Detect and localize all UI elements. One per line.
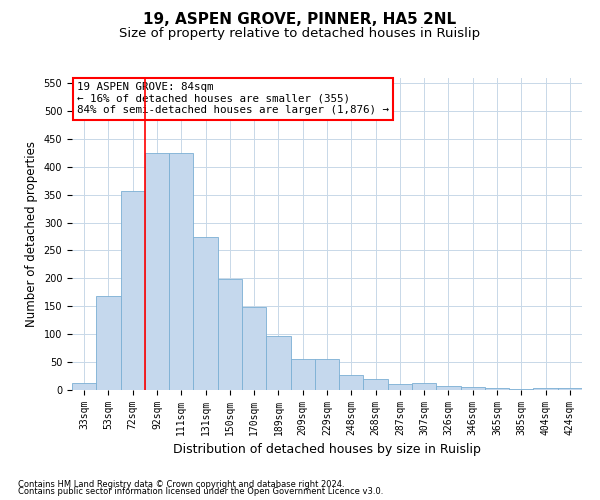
Bar — [145, 154, 169, 390]
X-axis label: Distribution of detached houses by size in Ruislip: Distribution of detached houses by size … — [173, 444, 481, 456]
Bar — [218, 279, 242, 390]
Bar — [412, 384, 436, 390]
Bar — [169, 154, 193, 390]
Text: Contains public sector information licensed under the Open Government Licence v3: Contains public sector information licen… — [18, 487, 383, 496]
Bar — [72, 384, 96, 390]
Bar — [242, 308, 266, 390]
Y-axis label: Number of detached properties: Number of detached properties — [25, 141, 38, 327]
Bar — [364, 379, 388, 390]
Bar — [315, 360, 339, 390]
Text: 19 ASPEN GROVE: 84sqm
← 16% of detached houses are smaller (355)
84% of semi-det: 19 ASPEN GROVE: 84sqm ← 16% of detached … — [77, 82, 389, 116]
Bar — [558, 388, 582, 390]
Text: 19, ASPEN GROVE, PINNER, HA5 2NL: 19, ASPEN GROVE, PINNER, HA5 2NL — [143, 12, 457, 28]
Bar — [96, 296, 121, 390]
Bar — [388, 384, 412, 390]
Bar — [339, 376, 364, 390]
Text: Contains HM Land Registry data © Crown copyright and database right 2024.: Contains HM Land Registry data © Crown c… — [18, 480, 344, 489]
Bar — [193, 236, 218, 390]
Bar — [266, 336, 290, 390]
Bar — [121, 191, 145, 390]
Bar — [485, 388, 509, 390]
Bar — [461, 387, 485, 390]
Text: Size of property relative to detached houses in Ruislip: Size of property relative to detached ho… — [119, 28, 481, 40]
Bar — [533, 388, 558, 390]
Bar — [290, 360, 315, 390]
Bar — [436, 386, 461, 390]
